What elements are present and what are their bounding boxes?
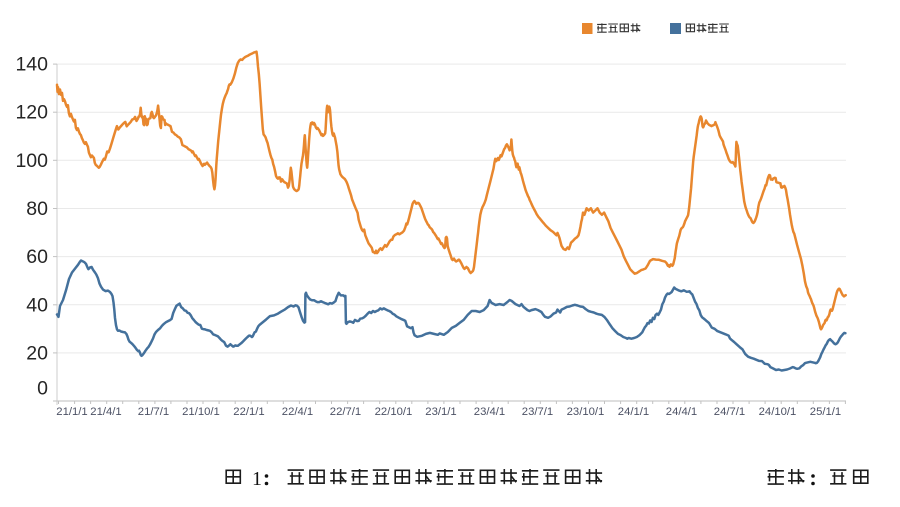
svg-text:23/1/1: 23/1/1 (425, 406, 456, 418)
svg-text:0: 0 (37, 378, 48, 400)
svg-text:1: 1 (252, 468, 262, 490)
svg-text:25/1/1: 25/1/1 (810, 406, 841, 418)
svg-text:24/10/1: 24/10/1 (759, 406, 797, 418)
svg-text:23/4/1: 23/4/1 (474, 406, 505, 418)
svg-text:22/7/1: 22/7/1 (330, 406, 361, 418)
svg-text:40: 40 (26, 294, 48, 316)
svg-text:20: 20 (26, 342, 48, 364)
svg-text:24/1/1: 24/1/1 (618, 406, 649, 418)
svg-text:120: 120 (15, 102, 48, 124)
svg-text:24/4/1: 24/4/1 (666, 406, 697, 418)
svg-text:21/1/1: 21/1/1 (56, 406, 87, 418)
svg-text:21/10/1: 21/10/1 (182, 406, 220, 418)
svg-text:24/7/1: 24/7/1 (714, 406, 745, 418)
svg-text:22/4/1: 22/4/1 (282, 406, 313, 418)
svg-text:100: 100 (15, 150, 48, 172)
svg-text:21/4/1: 21/4/1 (90, 406, 121, 418)
svg-text:80: 80 (26, 198, 48, 220)
svg-text:22/10/1: 22/10/1 (375, 406, 413, 418)
svg-text:23/10/1: 23/10/1 (567, 406, 605, 418)
svg-text:23/7/1: 23/7/1 (522, 406, 553, 418)
svg-text:60: 60 (26, 246, 48, 268)
svg-text:21/7/1: 21/7/1 (138, 406, 169, 418)
svg-text:22/1/1: 22/1/1 (233, 406, 264, 418)
svg-text:140: 140 (15, 54, 48, 76)
